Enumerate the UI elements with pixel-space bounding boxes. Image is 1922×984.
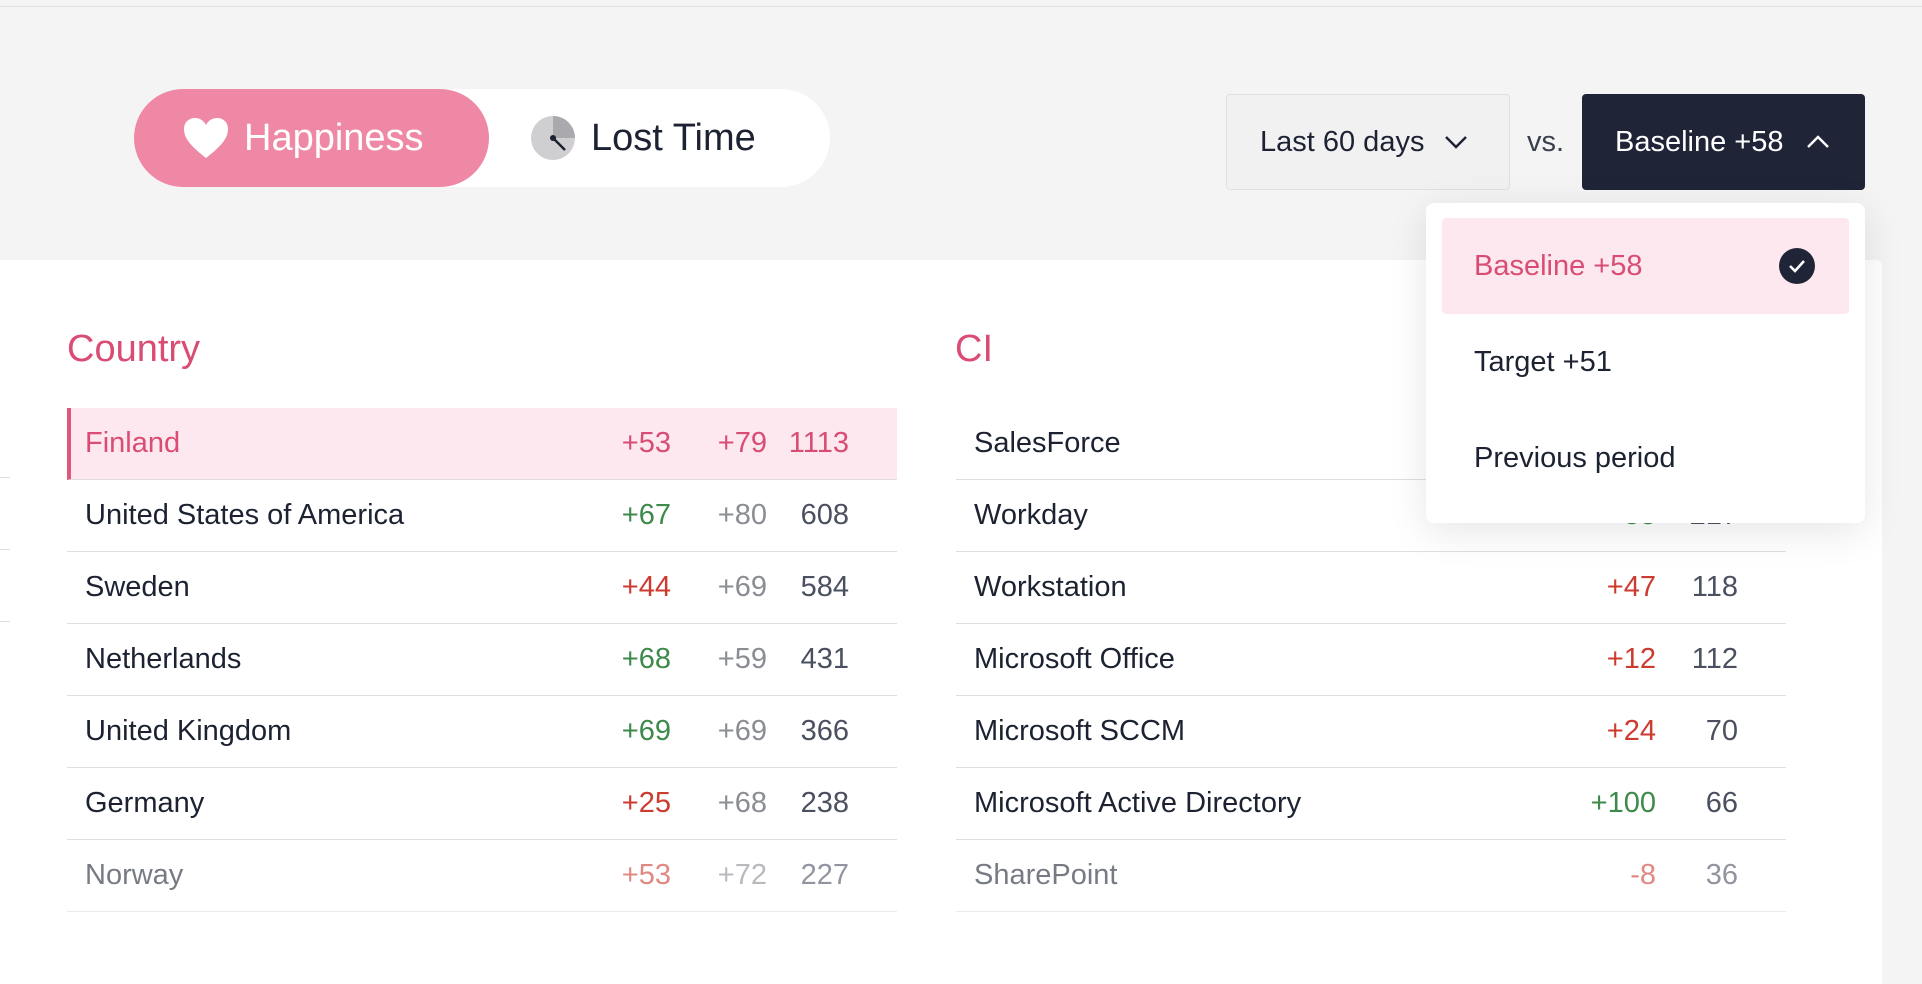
happiness-tab[interactable]: Happiness	[134, 89, 489, 187]
table-row[interactable]: SharePoint -8 36	[956, 840, 1786, 912]
heart-icon	[182, 114, 230, 162]
card-edge	[1882, 290, 1922, 984]
breakdown-card: Country Finland +53 +79 1113 United Stat…	[0, 260, 1882, 984]
table-row[interactable]: Germany +25 +68 238	[67, 768, 897, 840]
table-row[interactable]: Norway +53 +72 227	[67, 840, 897, 912]
country-title: Country	[67, 328, 201, 370]
ci-title: CI	[955, 328, 993, 370]
table-row[interactable]: Finland +53 +79 1113	[67, 408, 897, 480]
baseline-label: Baseline +58	[1615, 125, 1784, 158]
metric-toggle: Happiness Lost Time	[134, 89, 830, 187]
ci-table: SalesForce Workday +58 217 Workstation +…	[956, 408, 1786, 912]
edge-divider	[0, 621, 10, 622]
dropdown-option-baseline[interactable]: Baseline +58	[1442, 218, 1849, 314]
chevron-up-icon	[1806, 135, 1829, 148]
dropdown-option-previous-period[interactable]: Previous period	[1474, 441, 1676, 474]
edge-divider	[0, 477, 10, 478]
dropdown-option-target[interactable]: Target +51	[1474, 345, 1612, 378]
table-row[interactable]: Microsoft Office +12 112	[956, 624, 1786, 696]
table-row[interactable]: United States of America +67 +80 608	[67, 480, 897, 552]
period-select[interactable]: Last 60 days	[1226, 94, 1510, 190]
lost-time-label: Lost Time	[591, 116, 756, 159]
lost-time-tab[interactable]: Lost Time	[489, 89, 756, 187]
table-row[interactable]: Sweden +44 +69 584	[67, 552, 897, 624]
check-circle-icon	[1779, 248, 1815, 284]
table-row[interactable]: Netherlands +68 +59 431	[67, 624, 897, 696]
happiness-label: Happiness	[244, 116, 424, 159]
table-row[interactable]: Workstation +47 118	[956, 552, 1786, 624]
table-row[interactable]: Microsoft Active Directory +100 66	[956, 768, 1786, 840]
top-divider	[0, 6, 1922, 7]
vs-label: vs.	[1527, 126, 1565, 158]
table-row[interactable]: Microsoft SCCM +24 70	[956, 696, 1786, 768]
table-row[interactable]: United Kingdom +69 +69 366	[67, 696, 897, 768]
baseline-dropdown-menu: Baseline +58 Target +51 Previous period	[1426, 203, 1865, 523]
country-table: Finland +53 +79 1113 United States of Am…	[67, 408, 897, 912]
baseline-select[interactable]: Baseline +58	[1582, 94, 1865, 190]
table-row[interactable]: SalesForce	[956, 408, 1786, 480]
period-label: Last 60 days	[1260, 125, 1425, 158]
chevron-down-icon	[1445, 136, 1468, 149]
clock-icon	[529, 114, 577, 162]
edge-divider	[0, 549, 10, 550]
